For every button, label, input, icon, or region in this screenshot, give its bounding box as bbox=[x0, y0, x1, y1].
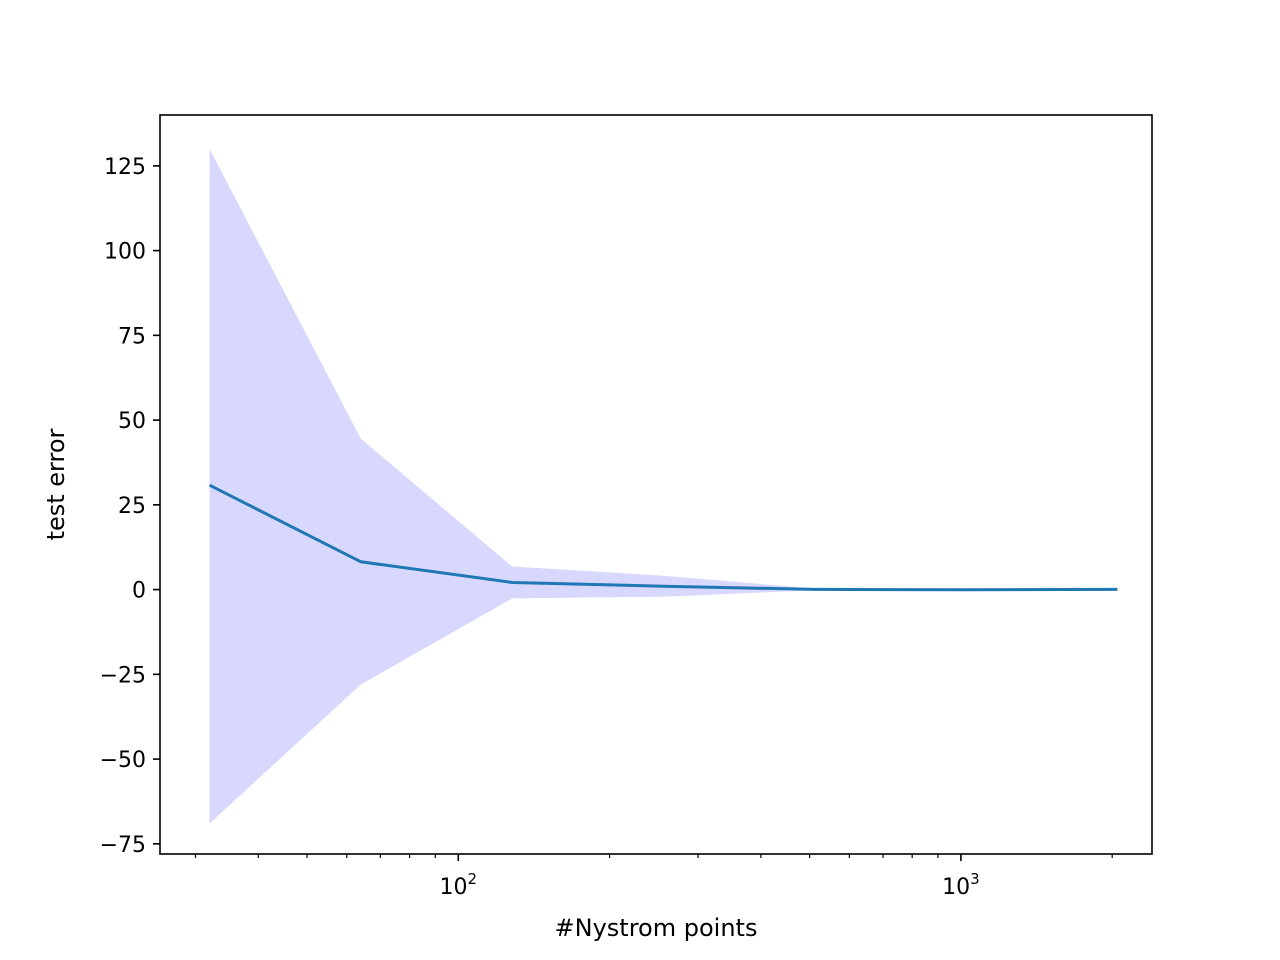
x-tick-label: 103 bbox=[942, 870, 980, 900]
y-tick-label: −25 bbox=[100, 663, 146, 688]
mean-line bbox=[208, 483, 1118, 592]
mean-line-layer bbox=[208, 483, 1118, 592]
y-tick-label: 0 bbox=[132, 579, 146, 604]
plot-frame bbox=[159, 114, 1153, 855]
error-band bbox=[209, 148, 1118, 824]
y-axis-label: test error bbox=[42, 428, 70, 540]
y-tick-label: 50 bbox=[118, 409, 146, 434]
y-axis-ticks: 125 100 75 50 25 0 −25 −50 −75 bbox=[100, 155, 160, 858]
error-band-layer bbox=[209, 148, 1118, 824]
y-tick-label: 25 bbox=[118, 494, 146, 519]
y-tick-label: −75 bbox=[100, 833, 146, 858]
y-tick-label: 100 bbox=[104, 240, 146, 265]
y-tick-label: 75 bbox=[118, 324, 146, 349]
x-axis-ticks: 102 103 bbox=[194, 854, 1113, 900]
x-axis-label: #Nystrom points bbox=[555, 914, 758, 942]
y-tick-label: 125 bbox=[104, 155, 146, 180]
x-tick-label: 102 bbox=[440, 870, 478, 900]
y-tick-label: −50 bbox=[100, 748, 146, 773]
